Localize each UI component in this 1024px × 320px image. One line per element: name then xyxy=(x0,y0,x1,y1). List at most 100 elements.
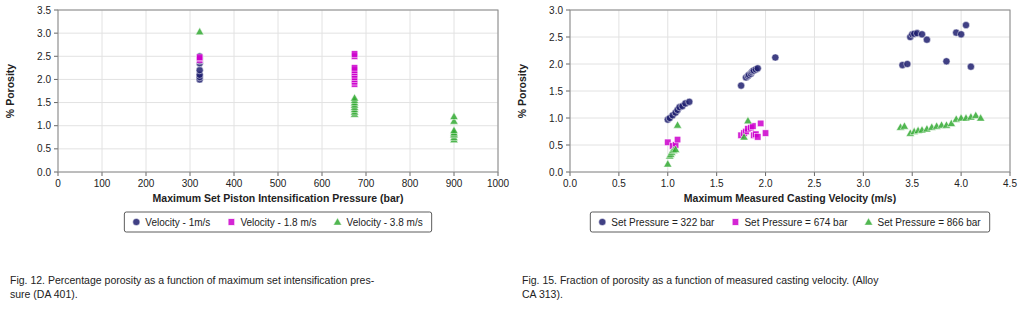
x-tick xyxy=(410,172,411,176)
legend-item: Velocity - 3.8 m/s xyxy=(333,217,422,228)
x-tick-label: 1000 xyxy=(487,178,510,189)
point xyxy=(754,134,760,140)
grid-line xyxy=(234,10,235,172)
y-tick xyxy=(54,125,58,126)
x-tick xyxy=(961,172,962,176)
point xyxy=(686,98,693,105)
y-axis-label: % Porosity xyxy=(516,64,528,118)
x-tick xyxy=(1010,172,1011,176)
caption: Fig. 12. Percentage porosity as a functi… xyxy=(10,274,375,300)
x-tick xyxy=(234,172,235,176)
y-tick xyxy=(566,118,570,119)
point xyxy=(674,136,680,142)
legend-marker xyxy=(732,219,738,225)
point xyxy=(923,36,930,43)
grid-line xyxy=(58,56,498,57)
point xyxy=(900,122,908,129)
point xyxy=(962,22,969,29)
x-tick xyxy=(618,172,619,176)
y-tick-label: 0.5 xyxy=(549,140,563,151)
y-tick-label: 1.5 xyxy=(549,86,563,97)
plot-frame xyxy=(570,10,1010,172)
grid-line xyxy=(410,10,411,172)
x-tick-label: 4.0 xyxy=(954,178,968,189)
x-tick xyxy=(863,172,864,176)
grid-line xyxy=(278,10,279,172)
y-tick-label: 3.5 xyxy=(37,5,51,16)
series xyxy=(664,111,985,167)
x-tick-label: 3.0 xyxy=(856,178,870,189)
grid-line xyxy=(454,10,455,172)
x-tick xyxy=(814,172,815,176)
legend-frame xyxy=(590,212,989,232)
x-tick-label: 0 xyxy=(55,178,61,189)
x-tick xyxy=(58,172,59,176)
legend-marker xyxy=(864,218,872,225)
figure: 010020030040050060070080090010000.00.51.… xyxy=(0,0,1024,320)
x-tick xyxy=(102,172,103,176)
point xyxy=(762,130,768,136)
series xyxy=(664,22,974,124)
y-tick-label: 1.5 xyxy=(37,97,51,108)
point xyxy=(196,67,203,74)
point xyxy=(196,28,204,35)
point xyxy=(754,65,761,72)
x-tick xyxy=(366,172,367,176)
x-tick xyxy=(278,172,279,176)
y-tick xyxy=(566,91,570,92)
x-tick-label: 500 xyxy=(270,178,287,189)
legend-label: Velocity - 1m/s xyxy=(145,217,210,228)
y-tick-label: 2.0 xyxy=(549,59,563,70)
x-tick xyxy=(454,172,455,176)
y-tick-label: 3.0 xyxy=(549,5,563,16)
legend: Velocity - 1m/s Velocity - 1.8 m/s Velocit… xyxy=(124,212,431,232)
grid-line xyxy=(366,10,367,172)
x-tick-label: 400 xyxy=(226,178,243,189)
y-tick-label: 0.0 xyxy=(549,167,563,178)
y-tick-label: 2.5 xyxy=(549,32,563,43)
x-tick xyxy=(667,172,668,176)
y-tick-label: 1.0 xyxy=(37,120,51,131)
point xyxy=(351,51,357,57)
legend-marker xyxy=(228,219,234,225)
point xyxy=(740,133,748,140)
grid-line xyxy=(570,37,1010,38)
grid xyxy=(570,10,1010,172)
grid-line xyxy=(102,10,103,172)
series xyxy=(196,28,459,143)
x-tick xyxy=(716,172,717,176)
grid-line xyxy=(570,118,1010,119)
x-tick xyxy=(498,172,499,176)
point xyxy=(738,82,745,89)
y-tick xyxy=(566,64,570,65)
x-tick xyxy=(146,172,147,176)
x-tick-label: 200 xyxy=(138,178,155,189)
y-tick xyxy=(54,10,58,11)
legend-item: Velocity - 1.8 m/s xyxy=(228,217,316,228)
x-tick-label: 0.5 xyxy=(612,178,626,189)
x-tick xyxy=(190,172,191,176)
legend-label: Set Pressure = 674 bar xyxy=(744,217,848,228)
grid-line xyxy=(190,10,191,172)
series xyxy=(665,120,769,149)
x-axis-label: Maximum Measured Casting Velocity (m/s) xyxy=(684,192,896,204)
point xyxy=(196,53,203,60)
grid-line xyxy=(58,33,498,34)
x-tick-label: 0.0 xyxy=(563,178,577,189)
x-tick-label: 2.0 xyxy=(759,178,773,189)
point xyxy=(671,145,679,152)
legend-marker xyxy=(133,218,140,225)
grid-line xyxy=(570,91,1010,92)
legend-label: Velocity - 3.8 m/s xyxy=(347,217,423,228)
y-tick-label: 2.0 xyxy=(37,74,51,85)
legend-item: Set Pressure = 322 bar xyxy=(599,217,715,228)
plot-background xyxy=(58,10,498,172)
x-tick-label: 100 xyxy=(94,178,111,189)
x-tick-label: 800 xyxy=(402,178,419,189)
y-tick xyxy=(54,172,58,173)
legend-marker xyxy=(599,218,606,225)
legend: Set Pressure = 322 bar Set Pressure = 674… xyxy=(590,212,989,232)
x-tick xyxy=(912,172,913,176)
legend-label: Set Pressure = 322 bar xyxy=(611,217,715,228)
points xyxy=(664,22,985,167)
